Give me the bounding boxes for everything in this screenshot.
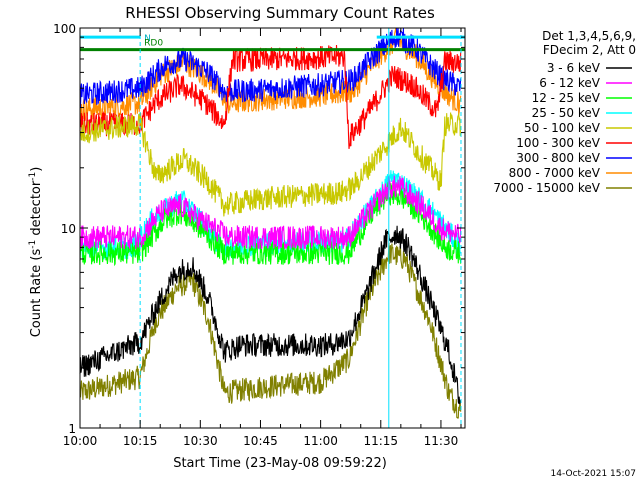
x-tick-label-1045: 10:45 bbox=[243, 434, 278, 448]
y-axis-label: Count Rate (s-1 detector-1) bbox=[28, 167, 44, 338]
series-line-100-300-kev bbox=[79, 44, 462, 149]
legend-label-300-800-kev: 300 - 800 keV bbox=[516, 151, 600, 165]
y-tick-label-100: 100 bbox=[53, 22, 76, 36]
x-tick-label-1015: 10:15 bbox=[123, 434, 158, 448]
series-line-6-12-kev bbox=[79, 175, 462, 250]
series-line-300-800-kev bbox=[79, 27, 462, 108]
flag-label-n: N bbox=[144, 34, 151, 44]
x-tick-label-1100: 11:00 bbox=[303, 434, 338, 448]
x-tick-label-1115: 11:15 bbox=[363, 434, 398, 448]
x-tick-label-1030: 10:30 bbox=[183, 434, 218, 448]
footer-date: 14-Oct-2021 15:07 bbox=[551, 469, 636, 479]
flag-label-rd0: RD0 bbox=[144, 39, 163, 49]
legend-label-3-6-kev: 3 - 6 keV bbox=[547, 61, 601, 75]
chart-title: RHESSI Observing Summary Count Rates bbox=[125, 4, 435, 22]
legend-label-800-7000-kev: 800 - 7000 keV bbox=[509, 166, 601, 180]
legend-header: Det 1,3,4,5,6,9, FDecim 2, Att 0 bbox=[542, 29, 636, 57]
series-line-7000-15000-kev bbox=[79, 242, 462, 419]
legend-label-100-300-kev: 100 - 300 keV bbox=[516, 136, 600, 150]
legend-label-12-25-kev: 12 - 25 keV bbox=[532, 91, 601, 105]
series-line-50-100-kev bbox=[79, 112, 462, 217]
legend-header-line-1: Det 1,3,4,5,6,9, bbox=[542, 29, 636, 43]
legend-label-50-100-kev: 50 - 100 keV bbox=[524, 121, 601, 135]
legend-label-7000-15000-kev: 7000 - 15000 keV bbox=[493, 181, 600, 195]
x-tick-label-1000: 10:00 bbox=[63, 434, 98, 448]
y-tick-label-1: 1 bbox=[68, 422, 76, 436]
series-line-12-25-kev bbox=[79, 182, 462, 267]
series-line-3-6-kev bbox=[79, 225, 462, 405]
legend-label-6-12-kev: 6 - 12 keV bbox=[539, 76, 601, 90]
x-axis-label: Start Time (23-May-08 09:59:22) bbox=[173, 456, 387, 471]
x-tick-label-1130: 11:30 bbox=[424, 434, 459, 448]
legend-label-25-50-kev: 25 - 50 keV bbox=[532, 106, 601, 120]
y-tick-label-10: 10 bbox=[61, 222, 76, 236]
legend-header-line-2: FDecim 2, Att 0 bbox=[543, 43, 636, 57]
